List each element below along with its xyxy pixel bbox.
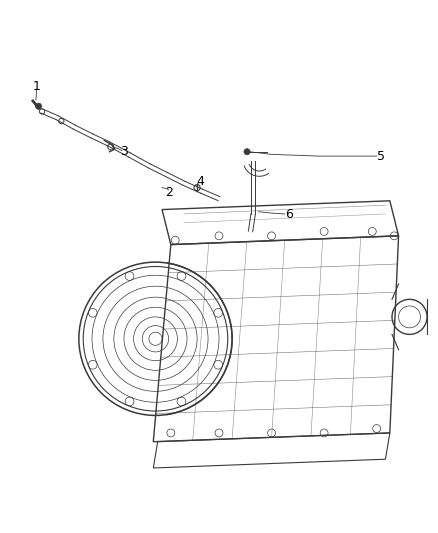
Text: 6: 6 [285,208,293,221]
Circle shape [244,149,250,155]
Text: 5: 5 [377,150,385,163]
Circle shape [35,103,42,109]
Text: 4: 4 [197,175,205,189]
Text: 3: 3 [120,146,127,158]
Text: 2: 2 [165,185,173,198]
Text: 1: 1 [32,80,40,93]
